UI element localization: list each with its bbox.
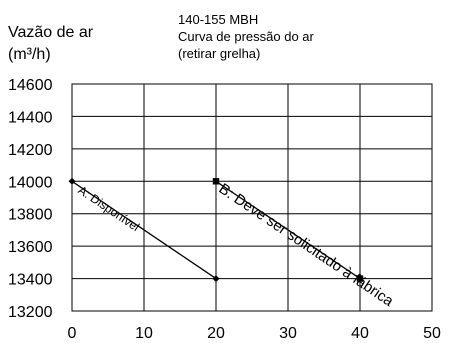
y-axis-title-line2: (m³/h) <box>8 46 51 63</box>
y-axis-title: Vazão de ar (m³/h) <box>8 22 93 66</box>
x-tick-label: 30 <box>279 325 297 342</box>
y-tick-label: 13600 <box>8 239 53 256</box>
plot-frame <box>71 83 433 312</box>
x-tick-label: 0 <box>68 325 77 342</box>
data-point <box>68 177 76 185</box>
data-point <box>212 275 220 283</box>
y-tick-label: 13400 <box>8 272 53 289</box>
x-tick-label: 40 <box>351 325 369 342</box>
y-axis-title-line1: Vazão de ar <box>8 24 94 41</box>
y-tick-label: 14600 <box>8 77 53 94</box>
y-tick-label: 14200 <box>8 142 53 159</box>
x-tick-label: 20 <box>207 325 225 342</box>
chart-model: 140-155 MBH <box>178 12 259 27</box>
x-tick-label: 50 <box>423 325 441 342</box>
y-tick-label: 14000 <box>8 174 53 191</box>
y-tick-label: 13200 <box>8 304 53 321</box>
chart-title: Curva de pressão do ar <box>178 29 314 44</box>
series-label: B: Deve ser solicitado à fábrica <box>216 180 397 310</box>
chart-subtitle: (retirar grelha) <box>178 46 261 61</box>
data-point <box>356 275 364 282</box>
y-tick-label: 13800 <box>8 207 53 224</box>
y-tick-label: 14400 <box>8 109 53 126</box>
x-tick-label: 10 <box>135 325 153 342</box>
series-line <box>71 180 217 280</box>
chart-header: 140-155 MBH Curva de pressão do ar (reti… <box>178 11 314 62</box>
data-point <box>212 178 220 185</box>
series-label: A: Disponível <box>76 183 142 234</box>
series-line <box>215 180 361 280</box>
